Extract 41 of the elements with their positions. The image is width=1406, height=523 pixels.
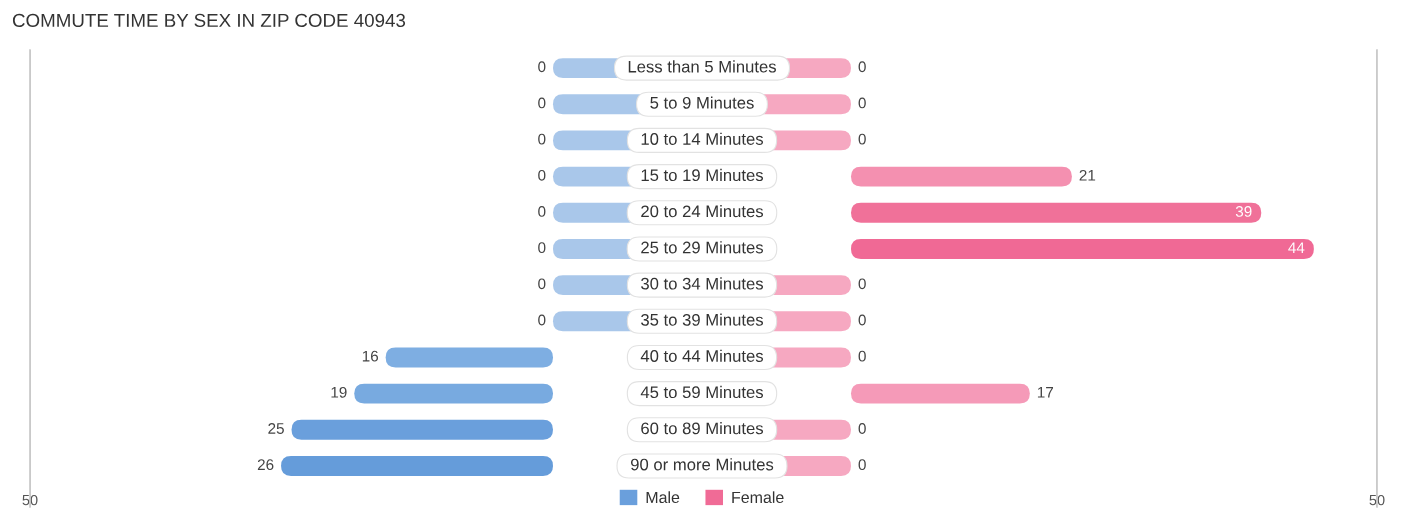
data-label: 39 (1235, 206, 1252, 217)
data-label: 0 (858, 97, 866, 109)
data-label: 17 (1037, 387, 1054, 398)
legend-label: Male (646, 491, 680, 504)
y-tick-label: 90 or more Minutes (631, 458, 774, 471)
data-label: 0 (538, 242, 546, 254)
data-label: 0 (538, 278, 546, 290)
data-label: 16 (362, 350, 379, 362)
chart-title: COMMUTE TIME BY SEX IN ZIP CODE 40943 (12, 13, 406, 28)
data-label: 0 (538, 97, 546, 109)
data-label: 0 (858, 278, 866, 290)
data-label: 26 (257, 459, 274, 471)
data-label: 25 (268, 423, 284, 434)
y-tick-label: 25 to 29 Minutes (641, 241, 764, 254)
legend-label: Female (732, 491, 784, 504)
data-label: 0 (858, 314, 866, 326)
y-tick-label: 15 to 19 Minutes (641, 168, 764, 182)
data-label: 0 (858, 350, 866, 362)
data-label: 19 (331, 386, 347, 398)
data-label: 0 (538, 133, 546, 145)
data-label: 21 (1079, 169, 1096, 181)
y-tick-label: 35 to 39 Minutes (641, 313, 764, 326)
data-label: 0 (858, 61, 866, 73)
y-tick-label: 40 to 44 Minutes (640, 349, 764, 362)
data-label: 0 (538, 61, 546, 73)
x-tick-label: 50 (1369, 494, 1385, 506)
y-tick-label: 10 to 14 Minutes (641, 132, 764, 145)
y-tick-label: 20 to 24 Minutes (641, 205, 764, 218)
data-label: 0 (538, 206, 546, 217)
y-tick-label: 60 to 89 Minutes (641, 422, 764, 435)
y-tick-label: 5 to 9 Minutes (650, 96, 754, 109)
data-label: 0 (538, 169, 546, 181)
y-tick-label: Less than 5 Minutes (628, 60, 776, 73)
x-tick-label: 50 (22, 494, 38, 506)
data-label: 0 (538, 314, 546, 326)
y-tick-label: 45 to 59 Minutes (640, 385, 764, 399)
data-label: 0 (858, 133, 866, 145)
data-label: 0 (858, 423, 866, 434)
data-label: 44 (1288, 242, 1305, 253)
y-tick-label: 30 to 34 Minutes (641, 277, 764, 290)
data-label: 0 (858, 459, 866, 471)
